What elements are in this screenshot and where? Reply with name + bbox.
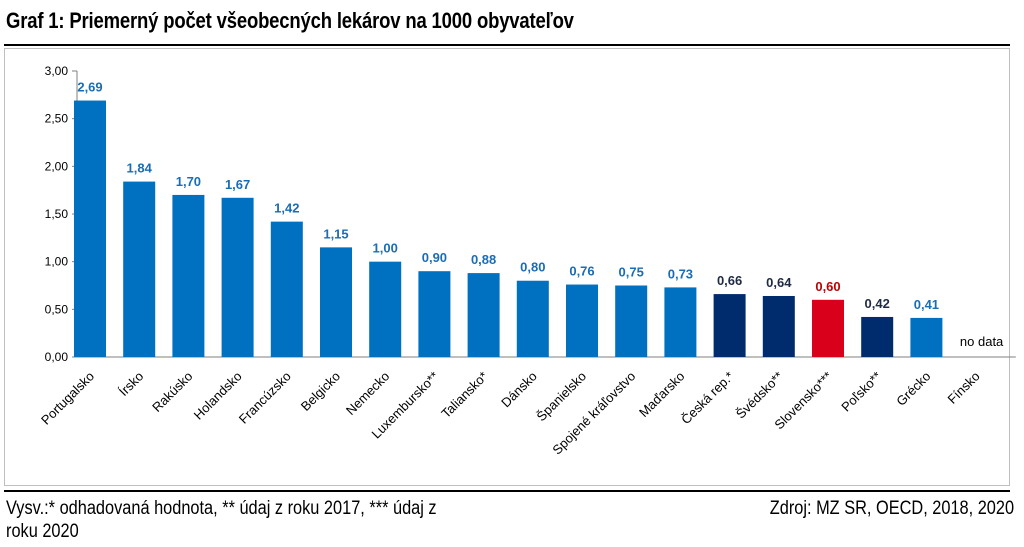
x-tick-label: Maďarsko [636, 369, 688, 421]
chart-panel [4, 48, 1010, 486]
x-tick-label: Poľsko** [838, 369, 884, 415]
x-tick-label: Nemecko [343, 369, 392, 418]
data-label: 0,64 [766, 275, 792, 290]
data-label: 1,42 [274, 201, 299, 216]
x-tick-label: Taliansko* [438, 369, 491, 422]
y-tick-label: 1,00 [45, 255, 69, 269]
bar [762, 295, 795, 357]
data-label: 0,76 [569, 264, 594, 279]
x-tick-label: Fínsko [945, 369, 983, 407]
title-rule [4, 44, 1010, 46]
data-label: 0,66 [717, 273, 742, 288]
data-label: 0,90 [422, 250, 447, 265]
source-text: Zdroj: MZ SR, OECD, 2018, 2020 [769, 498, 1014, 519]
bar [418, 271, 451, 357]
bar [270, 221, 303, 357]
bar [467, 273, 500, 357]
y-tick-label: 2,50 [45, 112, 69, 126]
x-tick-label: Írsko [116, 369, 147, 400]
bar [861, 316, 894, 357]
bar [123, 181, 156, 357]
data-label: 2,69 [77, 80, 102, 95]
x-tick-label: Portugalsko [38, 369, 97, 428]
no-data-label: no data [960, 334, 1004, 349]
x-tick-label: Rakúsko [149, 369, 195, 415]
bar [713, 294, 746, 357]
bar [664, 287, 697, 357]
data-label: 1,70 [176, 174, 201, 189]
bar [221, 197, 254, 357]
bar [910, 317, 943, 357]
data-label: 0,41 [914, 297, 939, 312]
y-tick-label: 0,00 [45, 350, 69, 364]
bar-chart: 0,00 0,50 1,00 1,50 2,00 2,50 3,00 2,69 Portuga… [38, 64, 1016, 458]
footer-rule [4, 490, 1010, 492]
x-tick-label: Švédsko** [733, 369, 786, 422]
data-label: 0,75 [619, 265, 644, 280]
bar [369, 261, 402, 357]
data-label: 1,67 [225, 177, 250, 192]
bar [566, 284, 598, 357]
y-tick-label: 1,50 [45, 207, 69, 221]
y-tick-label: 2,00 [45, 159, 69, 173]
bar [172, 194, 205, 357]
bar [320, 247, 352, 357]
y-tick-label: 0,50 [45, 302, 69, 316]
bar [516, 280, 549, 357]
chart-title: Graf 1: Priemerný počet všeobecných leká… [6, 8, 574, 33]
data-label: 0,60 [815, 279, 840, 294]
x-tick-label: Francúzsko [236, 369, 294, 427]
data-label: 0,80 [520, 260, 545, 275]
x-tick-label: Spojené kráľovstvo [549, 369, 638, 458]
footnote-text: Vysv.:* odhadovaná hodnota, ** údaj z ro… [6, 498, 437, 542]
data-label: 0,73 [668, 266, 693, 281]
x-tick-label: Česká rep.* [678, 369, 737, 428]
data-label: 0,88 [471, 252, 496, 267]
data-label: 1,15 [323, 226, 348, 241]
bar [615, 285, 648, 357]
y-tick-label: 3,00 [45, 64, 69, 78]
data-label: 1,84 [127, 161, 153, 176]
x-tick-label: Grécko [893, 369, 933, 409]
bar [812, 299, 844, 357]
x-tick-label: Dánsko [498, 369, 540, 411]
x-tick-label: Belgicko [298, 369, 343, 414]
bar [74, 100, 106, 357]
data-label: 0,42 [865, 296, 890, 311]
data-label: 1,00 [373, 241, 398, 256]
